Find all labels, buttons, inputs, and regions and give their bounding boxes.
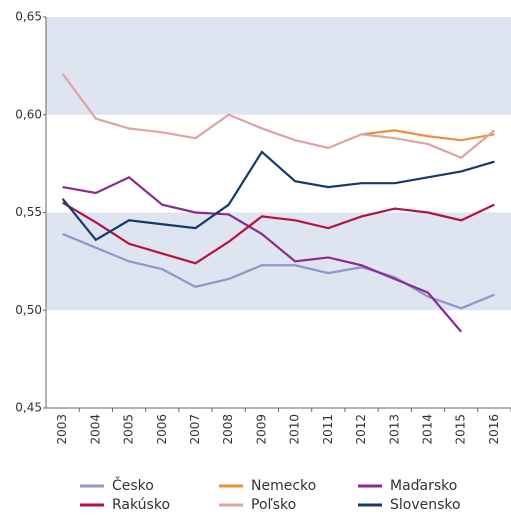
x-tick-label: 2007 [188, 414, 202, 445]
band [46, 17, 511, 115]
x-tick-label: 2004 [88, 414, 102, 445]
band [46, 212, 511, 311]
x-tick-label: 2008 [221, 414, 235, 445]
x-tick-label: 2005 [122, 414, 136, 445]
y-tick-label: 0,55 [15, 205, 42, 219]
series-line [61, 150, 495, 242]
x-tick-label: 2006 [155, 414, 169, 445]
series-line [62, 201, 495, 265]
series-line [61, 73, 496, 160]
legend-label: Česko [112, 476, 154, 494]
x-tick-label: 2011 [321, 414, 335, 445]
y-tick-label: 0,60 [15, 107, 42, 121]
x-tick-label: 2003 [55, 414, 69, 445]
y-tick-label: 0,45 [15, 401, 42, 415]
x-tick-label: 2009 [254, 414, 268, 445]
x-tick-label: 2015 [454, 414, 468, 445]
x-tick-label: 2013 [387, 414, 401, 445]
legend-label: Rakúsko [112, 497, 170, 513]
series-line [361, 129, 495, 142]
x-tick-label: 2010 [288, 414, 302, 445]
legend-label: Maďarsko [390, 478, 457, 494]
legend-label: Slovensko [390, 497, 461, 513]
legend-label: Nemecko [251, 478, 316, 494]
x-tick-label: 2016 [487, 414, 501, 445]
series-line [62, 232, 495, 310]
y-tick-label: 0,50 [15, 303, 42, 317]
y-tick-label: 0,65 [15, 10, 42, 24]
series-line [62, 176, 463, 333]
x-tick-label: 2014 [420, 414, 434, 445]
x-tick-label: 2012 [354, 414, 368, 445]
legend-label: Poľsko [251, 497, 296, 513]
